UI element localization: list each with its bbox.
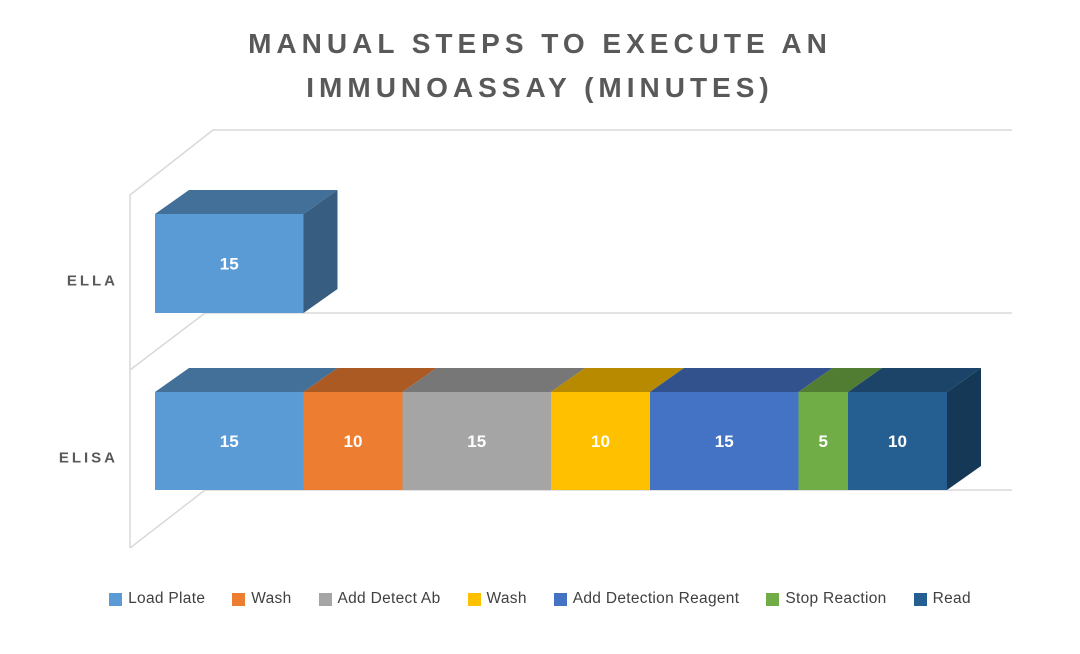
legend-item: Wash bbox=[232, 590, 291, 608]
legend-label: Add Detect Ab bbox=[337, 590, 441, 607]
legend-item: Wash bbox=[467, 590, 527, 608]
bar-segment bbox=[155, 214, 304, 313]
bar-segment bbox=[303, 392, 403, 490]
legend-item: Read bbox=[913, 590, 971, 608]
bar-segment bbox=[155, 392, 304, 490]
left-wall-edge bbox=[129, 129, 214, 548]
legend-label: Stop Reaction bbox=[785, 590, 887, 607]
bar-segment bbox=[402, 392, 551, 490]
bar-value-label: 10 bbox=[591, 432, 610, 451]
bar-segment bbox=[551, 392, 650, 490]
chart-title-line-1: MANUAL STEPS TO EXECUTE AN bbox=[248, 28, 832, 59]
bar-segment bbox=[848, 392, 947, 490]
category-label: ELLA bbox=[67, 272, 118, 289]
bar-segment bbox=[798, 392, 848, 490]
bar-value-label: 10 bbox=[344, 432, 363, 451]
legend-marker bbox=[467, 592, 481, 606]
legend-item: Add Detect Ab bbox=[318, 590, 441, 608]
bar-value-label: 10 bbox=[888, 432, 907, 451]
legend-label: Add Detection Reagent bbox=[572, 590, 740, 607]
bars-group: 15 15 10 15 10 15 5 10 bbox=[155, 190, 981, 490]
legend-item: Stop Reaction bbox=[766, 590, 886, 608]
category-axis-labels: ELLA ELISA bbox=[59, 272, 118, 467]
legend-label: Read bbox=[932, 590, 971, 607]
chart-title-line-2: IMMUNOASSAY (MINUTES) bbox=[306, 72, 774, 104]
bar-segment-side-face bbox=[303, 190, 338, 313]
bar-segment-top-face bbox=[551, 368, 684, 392]
bar-value-label: 15 bbox=[715, 432, 734, 451]
bar-segment-top-face bbox=[650, 368, 833, 392]
bar-segment-top-face bbox=[848, 368, 981, 392]
legend-marker bbox=[232, 592, 246, 606]
category-separator-edge bbox=[129, 312, 1012, 371]
legend-marker bbox=[109, 592, 123, 606]
bar-value-label: 15 bbox=[467, 432, 486, 451]
bar-segment-top-face bbox=[402, 368, 585, 392]
bar-segment-top-face bbox=[155, 368, 338, 392]
legend: Load Plate Wash Add Detect Ab Wash Add Detec… bbox=[0, 590, 1080, 608]
bar-value-label: 15 bbox=[220, 432, 239, 451]
legend-marker bbox=[318, 592, 332, 606]
chart-title: MANUAL STEPS TO EXECUTE AN IMMUNOASSAY (… bbox=[0, 22, 1080, 110]
category-label: ELISA bbox=[59, 450, 118, 467]
floor-edge bbox=[129, 489, 1012, 549]
legend-marker bbox=[766, 592, 780, 606]
legend-label: Load Plate bbox=[128, 590, 206, 607]
legend-item: Add Detection Reagent bbox=[553, 590, 740, 608]
legend-label: Wash bbox=[486, 590, 527, 607]
bar-segment-top-face bbox=[303, 368, 437, 392]
legend-marker bbox=[553, 592, 567, 606]
bar-segment-side-face bbox=[947, 368, 981, 490]
legend-item: Load Plate bbox=[109, 590, 205, 608]
bar-segment bbox=[650, 392, 799, 490]
bar-segment-top-face bbox=[155, 190, 338, 214]
bar-value-label: 5 bbox=[819, 432, 828, 451]
legend-marker bbox=[913, 592, 927, 606]
legend-label: Wash bbox=[251, 590, 292, 607]
bar-value-label: 15 bbox=[220, 255, 239, 274]
bar-segment-top-face bbox=[798, 368, 882, 392]
